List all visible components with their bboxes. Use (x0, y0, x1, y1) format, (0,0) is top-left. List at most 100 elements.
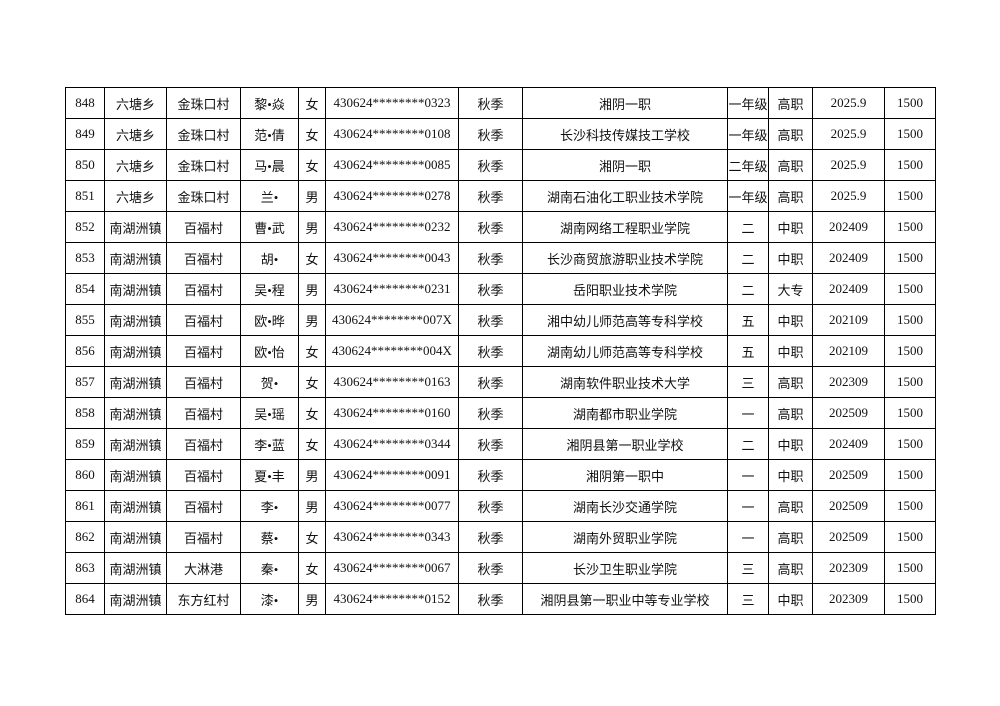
table-cell: 湘阴一职 (522, 149, 728, 181)
table-cell: 三 (727, 366, 769, 398)
table-cell: 861 (65, 490, 105, 522)
table-cell: 岳阳职业技术学院 (522, 273, 728, 305)
table-cell: 湖南软件职业技术大学 (522, 366, 728, 398)
table-cell: 南湖洲镇 (104, 521, 167, 553)
table-cell: 854 (65, 273, 105, 305)
table-cell: 1500 (884, 490, 936, 522)
table-cell: 湖南外贸职业学院 (522, 521, 728, 553)
table-cell: 430624********0232 (325, 211, 459, 243)
table-cell: 一年级 (727, 87, 769, 119)
table-cell: 202509 (812, 397, 885, 429)
table-cell: 202409 (812, 211, 885, 243)
table-cell: 849 (65, 118, 105, 150)
table-cell: 秋季 (458, 335, 523, 367)
table-cell: 858 (65, 397, 105, 429)
table-cell: 六塘乡 (104, 180, 167, 212)
table-cell: 南湖洲镇 (104, 335, 167, 367)
table-cell: 女 (298, 397, 326, 429)
table-cell: 高职 (768, 366, 813, 398)
table-cell: 2025.9 (812, 149, 885, 181)
table-cell: 秋季 (458, 459, 523, 491)
table-cell: 大淋港 (166, 552, 241, 584)
table-cell: 二 (727, 273, 769, 305)
table-cell: 南湖洲镇 (104, 459, 167, 491)
table-cell: 百福村 (166, 521, 241, 553)
table-cell: 430624********004X (325, 335, 459, 367)
table-cell: 202309 (812, 366, 885, 398)
table-cell: 430624********0231 (325, 273, 459, 305)
table-cell: 百福村 (166, 335, 241, 367)
table-cell: 六塘乡 (104, 87, 167, 119)
table-cell: 430624********0323 (325, 87, 459, 119)
table-cell: 864 (65, 583, 105, 615)
table-cell: 六塘乡 (104, 118, 167, 150)
table-cell: 二年级 (727, 149, 769, 181)
table-cell: 五 (727, 304, 769, 336)
table-cell: 秋季 (458, 397, 523, 429)
table-cell: 1500 (884, 366, 936, 398)
table-row: 864 南湖洲镇 东方红村 漆• 男 430624********0152 秋季 湘阴县第一职… (65, 583, 936, 615)
table-cell: 湖南石油化工职业技术学院 (522, 180, 728, 212)
table-cell: 秋季 (458, 552, 523, 584)
table-cell: 中职 (768, 335, 813, 367)
table-cell: 秋季 (458, 180, 523, 212)
table-cell: 百福村 (166, 397, 241, 429)
table-cell: 南湖洲镇 (104, 366, 167, 398)
table-cell: 南湖洲镇 (104, 211, 167, 243)
table-cell: 850 (65, 149, 105, 181)
table-cell: 百福村 (166, 490, 241, 522)
table-cell: 高职 (768, 87, 813, 119)
table-cell: 中职 (768, 304, 813, 336)
table-cell: 430624********0077 (325, 490, 459, 522)
table-cell: 1500 (884, 242, 936, 274)
table-cell: 1500 (884, 149, 936, 181)
table-row: 859 南湖洲镇 百福村 李•蓝女 430624********0344 秋季 湘阴县第一职… (65, 428, 936, 460)
table-cell: 中职 (768, 428, 813, 460)
table-cell: 202409 (812, 428, 885, 460)
table-cell: 202509 (812, 490, 885, 522)
table-cell: 湘阴县第一职业中等专业学校 (522, 583, 728, 615)
table-cell: 430624********0091 (325, 459, 459, 491)
table-cell: 二 (727, 242, 769, 274)
table-cell: 金珠口村 (166, 118, 241, 150)
table-cell: 女 (298, 335, 326, 367)
table-cell: 1500 (884, 273, 936, 305)
table-cell: 男 (298, 304, 326, 336)
table-cell: 五 (727, 335, 769, 367)
table-cell: 中职 (768, 242, 813, 274)
table-cell: 202109 (812, 304, 885, 336)
table-cell: 高职 (768, 180, 813, 212)
table-cell: 秋季 (458, 211, 523, 243)
table-cell: 漆• (240, 583, 299, 615)
table-cell: 1500 (884, 211, 936, 243)
table-cell: 852 (65, 211, 105, 243)
table-cell: 南湖洲镇 (104, 583, 167, 615)
table-cell: 430624********007X (325, 304, 459, 336)
table-row: 849 六塘乡 金珠口村 范•倩女 430624********0108 秋季 长沙科技传媒… (65, 118, 936, 150)
table-cell: 高职 (768, 521, 813, 553)
table-cell: 男 (298, 583, 326, 615)
table-row: 861 南湖洲镇 百福村 李• 男 430624********0077 秋季 湖南长沙交通学… (65, 490, 936, 522)
table-cell: 蔡• (240, 521, 299, 553)
table-cell: 秋季 (458, 490, 523, 522)
table-cell: 女 (298, 118, 326, 150)
table-cell: 857 (65, 366, 105, 398)
table-cell: 1500 (884, 118, 936, 150)
table-cell: 长沙卫生职业学院 (522, 552, 728, 584)
table-cell: 男 (298, 180, 326, 212)
table-cell: 金珠口村 (166, 149, 241, 181)
table-cell: 南湖洲镇 (104, 552, 167, 584)
table-cell: 202509 (812, 459, 885, 491)
table-cell: 欧•怡 (240, 335, 299, 367)
table-cell: 一 (727, 397, 769, 429)
table-cell: 李•蓝 (240, 428, 299, 460)
table-cell: 南湖洲镇 (104, 397, 167, 429)
table-cell: 胡• (240, 242, 299, 274)
table-cell: 长沙商贸旅游职业技术学院 (522, 242, 728, 274)
table-cell: 南湖洲镇 (104, 273, 167, 305)
table-cell: 湖南长沙交通学院 (522, 490, 728, 522)
table-cell: 202509 (812, 521, 885, 553)
table-cell: 2025.9 (812, 118, 885, 150)
table-cell: 湘阴第一职中 (522, 459, 728, 491)
